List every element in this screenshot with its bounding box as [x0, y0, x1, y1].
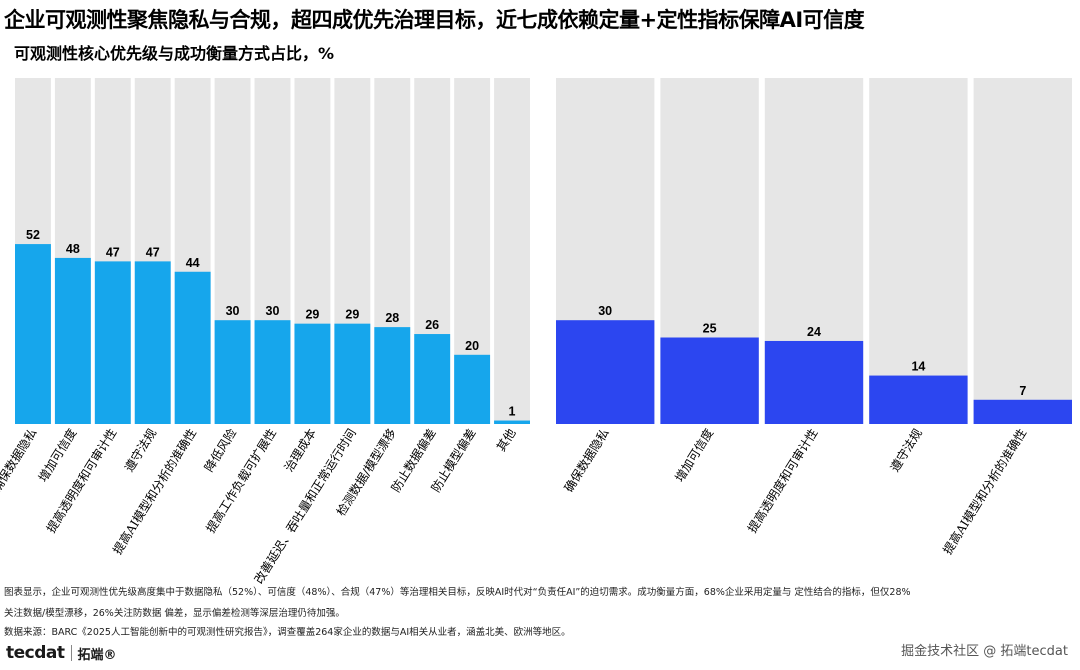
- brand-logo: tecdat 拓端®: [6, 642, 117, 664]
- data-label: 14: [911, 360, 925, 374]
- bar: [556, 320, 655, 424]
- data-label: 7: [1019, 384, 1026, 398]
- bar: [174, 271, 211, 424]
- data-label: 29: [305, 308, 319, 322]
- footnote-source: 数据来源：BARC《2025人工智能创新中的可观测性研究报告》，调查覆盖264家…: [4, 627, 571, 638]
- footnote-line-2: 关注数据/模型漂移，26%关注防数据 偏差，显示偏差检测等深层治理仍待加强。: [4, 608, 345, 619]
- data-label: 30: [598, 304, 612, 318]
- chart-panel-priority: 52 确保数据隐私 48 增加可信度 47 提高透明度和可审计性 47 遵守法规 44 提高AI模…: [0, 78, 530, 586]
- chart-subtitle: 可观测性核心优先级与成功衡量方式占比，%: [14, 44, 335, 63]
- data-label: 25: [703, 322, 717, 336]
- category-tick-label: 提高工作负载可扩展性: [203, 426, 279, 536]
- bar: [374, 327, 411, 424]
- bar-background: [869, 78, 968, 424]
- charts-canvas: 52 确保数据隐私 48 增加可信度 47 提高透明度和可审计性 47 遵守法规 44 提高AI模…: [0, 78, 1072, 586]
- data-label: 47: [106, 245, 120, 259]
- category-tick-label: 提高AI模型和分析的准确性: [940, 426, 1030, 557]
- category-tick-label: 确保数据隐私: [561, 426, 612, 495]
- bar: [454, 354, 491, 424]
- bar-background: [973, 78, 1072, 424]
- category-tick-label: 增加可信度: [672, 426, 717, 485]
- logo-cn: 拓端®: [77, 647, 117, 663]
- category-tick-label: 确保数据隐私: [0, 426, 40, 495]
- bar: [294, 323, 331, 424]
- category-tick-label: 提高透明度和可审计性: [43, 426, 119, 536]
- bar: [54, 257, 91, 424]
- data-label: 30: [226, 304, 240, 318]
- bar: [869, 375, 968, 424]
- chart-title: 企业可观测性聚焦隐私与合规，超四成优先治理目标，近七成依赖定量+定性指标保障AI…: [4, 8, 865, 32]
- bar: [254, 320, 291, 424]
- data-label: 52: [26, 228, 40, 242]
- watermark: 掘金技术社区 @ 拓端tecdat: [901, 644, 1068, 659]
- data-label: 30: [266, 304, 280, 318]
- category-tick-label: 提高AI模型和分析的准确性: [109, 426, 199, 557]
- data-label: 24: [807, 325, 821, 339]
- category-tick-label: 降低风险: [201, 426, 239, 475]
- chart-panel-measure: 30 确保数据隐私 25 增加可信度 24 提高透明度和可审计性 14 遵守法规 7 提高AI模型…: [556, 78, 1072, 557]
- bar: [414, 334, 451, 424]
- category-tick-label: 其他: [494, 426, 519, 454]
- bar: [973, 399, 1072, 424]
- data-label: 48: [66, 242, 80, 256]
- category-tick-label: 遵守法规: [887, 426, 925, 475]
- category-tick-label: 增加可信度: [35, 426, 80, 485]
- footnote-line-1: 图表显示，企业可观测性优先级高度集中于数据隐私（52%）、可信度（48%）、合规…: [4, 587, 911, 598]
- data-label: 26: [425, 318, 439, 332]
- category-tick-label: 治理成本: [282, 426, 319, 474]
- bar: [134, 261, 171, 424]
- data-label: 47: [146, 245, 160, 259]
- data-label: 20: [465, 339, 479, 353]
- bar: [764, 340, 864, 424]
- data-label: 1: [509, 405, 516, 419]
- data-label: 29: [345, 308, 359, 322]
- logo-mark: tecdat: [6, 643, 65, 663]
- data-label: 44: [186, 256, 200, 270]
- category-tick-label: 遵守法规: [121, 426, 159, 475]
- bar: [660, 337, 759, 424]
- bar-background: [494, 78, 530, 424]
- category-tick-label: 提高透明度和可审计性: [744, 426, 820, 536]
- bar: [214, 320, 251, 424]
- bar: [94, 261, 131, 424]
- logo-divider: [70, 645, 72, 661]
- bar: [494, 420, 530, 424]
- bar: [334, 323, 371, 424]
- bar: [15, 244, 51, 424]
- data-label: 28: [385, 311, 399, 325]
